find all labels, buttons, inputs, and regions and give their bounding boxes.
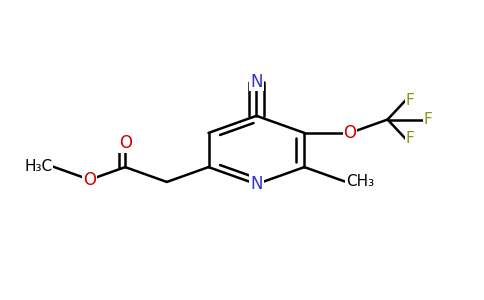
Text: O: O: [344, 124, 357, 142]
Text: N: N: [250, 175, 263, 193]
Text: N: N: [250, 73, 263, 91]
Text: O: O: [83, 171, 96, 189]
Text: H₃C: H₃C: [24, 159, 52, 174]
Text: CH₃: CH₃: [346, 175, 374, 190]
Text: F: F: [406, 93, 414, 108]
Text: O: O: [119, 134, 132, 152]
Text: F: F: [424, 112, 432, 127]
Text: F: F: [406, 131, 414, 146]
